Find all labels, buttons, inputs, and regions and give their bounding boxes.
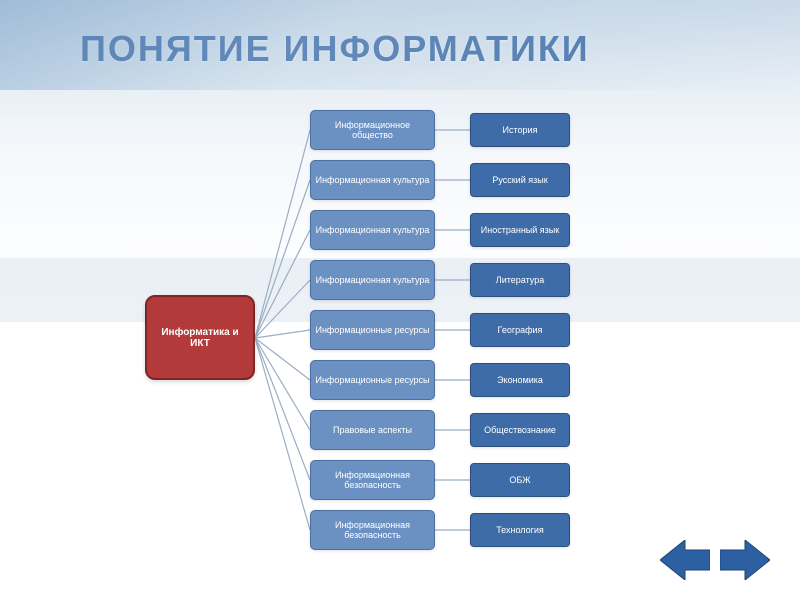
leaf-node-5: Экономика <box>470 363 570 397</box>
page-title: ПОНЯТИЕ ИНФОРМАТИКИ <box>0 0 800 70</box>
mid-node-3: Информационная культура <box>310 260 435 300</box>
leaf-node-7: ОБЖ <box>470 463 570 497</box>
diagram-container: Информатика и ИКТ Информационное общество… <box>0 100 800 570</box>
leaf-node-0: История <box>470 113 570 147</box>
leaf-node-2: Иностранный язык <box>470 213 570 247</box>
mid-node-4: Информационные ресурсы <box>310 310 435 350</box>
leaf-node-3: Литература <box>470 263 570 297</box>
prev-button[interactable] <box>660 540 710 580</box>
mid-node-5: Информационные ресурсы <box>310 360 435 400</box>
next-button[interactable] <box>720 540 770 580</box>
mid-node-8: Информационная безопасность <box>310 510 435 550</box>
mid-node-1: Информационная культура <box>310 160 435 200</box>
leaf-node-8: Технология <box>470 513 570 547</box>
mid-node-2: Информационная культура <box>310 210 435 250</box>
mid-node-7: Информационная безопасность <box>310 460 435 500</box>
leaf-node-1: Русский язык <box>470 163 570 197</box>
leaf-node-6: Обществознание <box>470 413 570 447</box>
leaf-node-4: География <box>470 313 570 347</box>
root-node: Информатика и ИКТ <box>145 295 255 380</box>
mid-node-6: Правовые аспекты <box>310 410 435 450</box>
mid-node-0: Информационное общество <box>310 110 435 150</box>
